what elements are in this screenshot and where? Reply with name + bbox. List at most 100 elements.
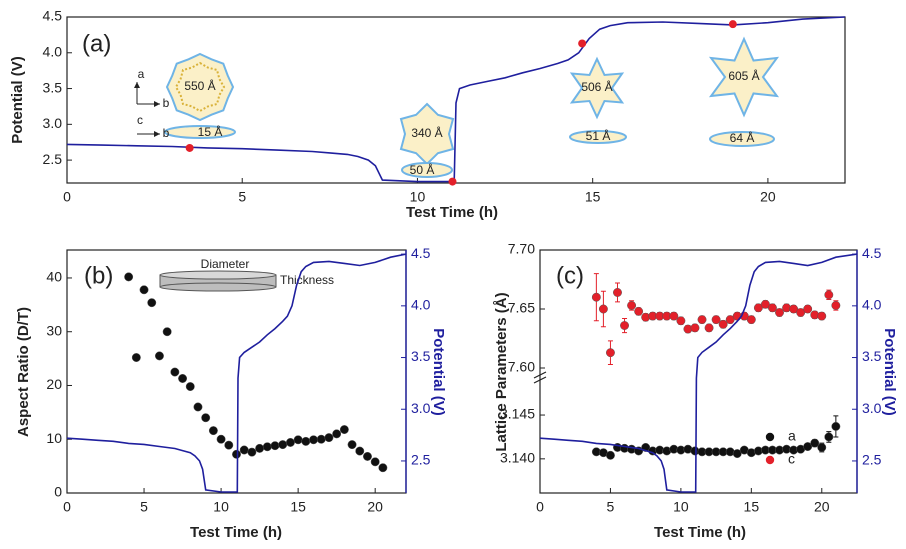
data-point xyxy=(634,306,644,316)
data-point xyxy=(627,301,637,310)
data-point xyxy=(247,447,257,457)
data-point xyxy=(216,434,226,444)
y-tick-label: 3.145 xyxy=(500,406,535,422)
y-tick-label: 20 xyxy=(46,376,62,392)
data-point xyxy=(339,425,349,435)
data-point xyxy=(193,402,203,412)
data-point xyxy=(753,303,763,313)
y2-tick-label: 2.5 xyxy=(862,452,882,468)
y-tick-label: 3.5 xyxy=(43,79,63,95)
legend-label: c xyxy=(788,451,795,467)
data-point xyxy=(810,438,820,448)
data-point xyxy=(789,304,799,314)
x-tick-label: 5 xyxy=(140,499,148,515)
particle xyxy=(708,36,780,118)
annotation: a xyxy=(138,67,145,81)
annotation: c xyxy=(137,113,143,127)
x-tick-label: 20 xyxy=(760,189,776,205)
data-point xyxy=(620,321,629,330)
data-point xyxy=(370,457,380,467)
x-tick-label: 15 xyxy=(585,189,601,205)
data-point xyxy=(605,450,615,460)
y2-tick-label: 3.5 xyxy=(862,348,882,364)
data-point xyxy=(147,298,157,308)
y-tick-label: 7.70 xyxy=(508,241,535,257)
data-point xyxy=(262,442,272,452)
y-axis-title: Potential (V) xyxy=(9,56,26,144)
x-tick-label: 15 xyxy=(290,499,306,515)
data-point xyxy=(270,441,280,451)
x-tick-label: 15 xyxy=(744,499,760,515)
legend-marker xyxy=(765,432,775,442)
data-point xyxy=(185,382,195,392)
panel-label: (c) xyxy=(556,262,584,289)
y2-tick-label: 4.0 xyxy=(411,297,431,313)
x-axis-title: Test Time (h) xyxy=(190,524,282,541)
disc-inset xyxy=(159,270,277,292)
data-point xyxy=(285,438,295,447)
data-point xyxy=(578,39,587,48)
y2-axis-title: Potential (V) xyxy=(881,328,898,416)
data-point xyxy=(824,290,834,300)
y2-tick-label: 3.5 xyxy=(411,348,431,364)
data-point xyxy=(316,434,326,444)
data-point xyxy=(324,433,334,443)
y-tick-label: 7.65 xyxy=(508,300,535,316)
particle xyxy=(569,130,627,144)
y-tick-label: 40 xyxy=(46,269,62,285)
y2-axis-title: Potential (V) xyxy=(430,328,447,416)
disc-top xyxy=(159,270,277,280)
annotation: 51 Å xyxy=(586,128,611,143)
y-tick-label: 2.5 xyxy=(43,151,63,167)
particle-sketches xyxy=(164,36,780,178)
particle xyxy=(401,162,453,178)
y-tick-label: 30 xyxy=(46,322,62,338)
data-point xyxy=(255,443,265,453)
annotation: Diameter xyxy=(201,257,250,271)
plot-frame xyxy=(539,249,858,494)
line-series xyxy=(539,253,858,493)
data-point xyxy=(378,463,388,473)
data-point xyxy=(363,451,372,461)
data-point xyxy=(831,301,841,310)
data-point xyxy=(598,304,608,314)
y2-tick-label: 3.0 xyxy=(862,400,882,416)
y-axis-title: Aspect Ratio (D/T) xyxy=(15,307,32,437)
particle xyxy=(709,131,775,147)
data-point xyxy=(817,442,827,452)
y-tick-label: 4.5 xyxy=(43,8,63,24)
data-point xyxy=(301,436,311,446)
data-point xyxy=(803,442,813,452)
y-tick-label: 3.140 xyxy=(500,450,535,466)
annotation: 605 Å xyxy=(728,68,759,83)
data-point xyxy=(201,413,211,423)
particle xyxy=(569,56,625,120)
x-tick-label: 5 xyxy=(238,189,246,205)
x-tick-label: 20 xyxy=(814,499,830,515)
x-tick-label: 0 xyxy=(536,499,544,515)
data-point xyxy=(817,311,827,321)
y-tick-label: 10 xyxy=(46,430,62,446)
x-tick-label: 5 xyxy=(607,499,615,515)
annotation: Thickness xyxy=(280,273,334,287)
data-point xyxy=(232,449,241,459)
data-point xyxy=(711,315,721,325)
x-tick-label: 20 xyxy=(367,499,383,515)
data-point xyxy=(746,315,756,325)
y-axis-title: Lattice Parameters (Å) xyxy=(493,292,510,451)
data-point xyxy=(185,143,194,152)
data-point xyxy=(697,315,707,325)
y-tick-label: 7.60 xyxy=(508,359,535,375)
data-point xyxy=(278,440,288,450)
data-point xyxy=(669,311,679,321)
data-point xyxy=(309,435,318,445)
y-tick-label: 0 xyxy=(54,484,62,500)
disc-bottom xyxy=(159,282,277,292)
data-point xyxy=(162,327,172,337)
data-point xyxy=(124,272,134,282)
x-tick-label: 10 xyxy=(673,499,689,515)
data-point xyxy=(293,435,303,445)
data-point xyxy=(831,421,841,431)
